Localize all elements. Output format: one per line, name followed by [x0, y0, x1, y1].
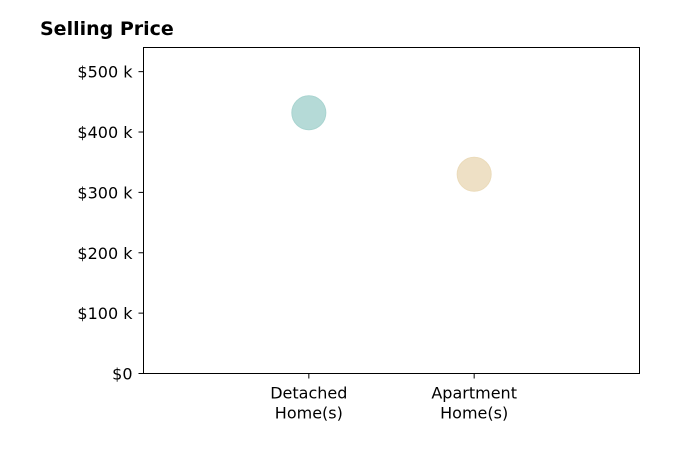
x-tick-label: Home(s) [275, 404, 343, 423]
x-tick-label: Home(s) [440, 404, 508, 423]
chart-title: Selling Price [40, 18, 174, 40]
y-tick-label: $500 k [77, 63, 133, 82]
x-tick-label: Apartment [431, 384, 517, 403]
y-tick-label: $0 [112, 365, 132, 384]
y-tick-label: $200 k [77, 244, 133, 263]
y-tick-label: $300 k [77, 183, 133, 202]
data-point [456, 156, 492, 192]
y-axis: $0 $100 k $200 k $300 k $400 k $500 k [77, 63, 144, 384]
data-points [291, 95, 492, 192]
y-tick-label: $100 k [77, 304, 133, 323]
plot-frame [143, 47, 640, 374]
data-point [291, 95, 327, 131]
x-tick-label: Detached [270, 384, 347, 403]
y-tick-label: $400 k [77, 123, 133, 142]
